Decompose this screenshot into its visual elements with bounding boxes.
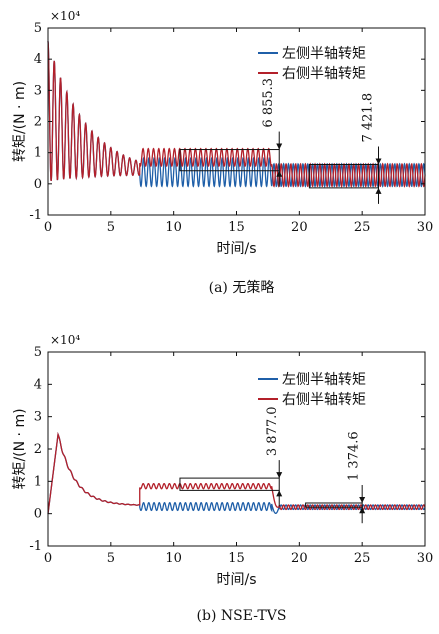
series-line-right — [47, 41, 426, 188]
y-tick-label: 2 — [34, 442, 42, 457]
y-tick-label: 0 — [34, 507, 42, 522]
y-tick-label: 0 — [34, 177, 42, 192]
annotation-label-0: 3 877.0 — [265, 406, 280, 456]
y-tick-label: 4 — [34, 52, 42, 67]
annotation-box — [305, 502, 363, 508]
arrow-head-down — [359, 496, 366, 503]
y-axis-label: 转矩/(N · m) — [12, 408, 28, 489]
y-tick-label: 3 — [34, 83, 42, 98]
y-multiplier-label: ×10⁴ — [50, 333, 80, 347]
legend-entry-left: 左侧半轴转矩 — [282, 46, 366, 62]
y-tick-label: 2 — [34, 115, 42, 130]
series-line-right — [47, 431, 426, 514]
x-tick-label: 20 — [291, 220, 308, 235]
x-tick-label: 30 — [417, 220, 434, 235]
arrow-head-up — [276, 490, 283, 497]
x-tick-label: 5 — [107, 551, 115, 566]
arrow-head-up — [276, 170, 283, 177]
y-tick-label: -1 — [29, 208, 42, 223]
annotation-label-1: 1 374.6 — [347, 431, 362, 481]
arrow-head-down — [276, 472, 283, 479]
x-tick-label: 0 — [44, 551, 52, 566]
x-tick-label: 10 — [165, 551, 182, 566]
y-tick-label: 3 — [34, 410, 42, 425]
x-tick-label: 20 — [291, 551, 308, 566]
x-axis-label: 时间/s — [216, 572, 256, 588]
chart-caption: (b) NSE-TVS — [197, 608, 287, 624]
x-axis-label: 时间/s — [216, 241, 256, 257]
y-multiplier-label: ×10⁴ — [50, 9, 80, 23]
legend-entry-left: 左侧半轴转矩 — [282, 372, 366, 388]
x-tick-label: 25 — [354, 220, 371, 235]
x-tick-label: 30 — [417, 551, 434, 566]
y-tick-label: 1 — [34, 474, 42, 489]
arrow-head-down — [375, 158, 382, 165]
legend-entry-right: 右侧半轴转矩 — [282, 392, 366, 408]
y-tick-label: 4 — [34, 377, 42, 392]
x-tick-label: 10 — [165, 220, 182, 235]
annotation-box — [179, 149, 280, 172]
y-tick-label: 1 — [34, 146, 42, 161]
y-tick-label: 5 — [34, 21, 42, 36]
y-tick-label: 5 — [34, 345, 42, 360]
arrow-head-up — [359, 507, 366, 514]
chart-panel-a: 6 855.3 7 421.80 5 10 15 20 25 30-1012345×10⁴时间… — [12, 9, 433, 296]
annotation-label-0: 6 855.3 — [261, 78, 276, 128]
annotation-box — [179, 477, 280, 491]
x-tick-label: 25 — [354, 551, 371, 566]
y-tick-label: -1 — [29, 539, 42, 554]
legend-entry-right: 右侧半轴转矩 — [282, 66, 366, 82]
chart-caption: (a) 无策略 — [209, 279, 275, 296]
series-line-left — [47, 431, 426, 515]
chart-panel-b: 3 877.01 374.60 5 10 15 20 25 30-1012345×10⁴时间… — [12, 333, 433, 624]
plot-frame — [47, 351, 426, 547]
x-tick-label: 5 — [107, 220, 115, 235]
annotation-label-1: 7 421.8 — [360, 93, 375, 143]
arrow-head-up — [375, 187, 382, 194]
x-tick-label: 15 — [228, 551, 245, 566]
annotation-box — [308, 164, 380, 189]
x-tick-label: 0 — [44, 220, 52, 235]
x-tick-label: 15 — [228, 220, 245, 235]
arrow-head-down — [276, 143, 283, 150]
y-axis-label: 转矩/(N · m) — [12, 81, 28, 162]
